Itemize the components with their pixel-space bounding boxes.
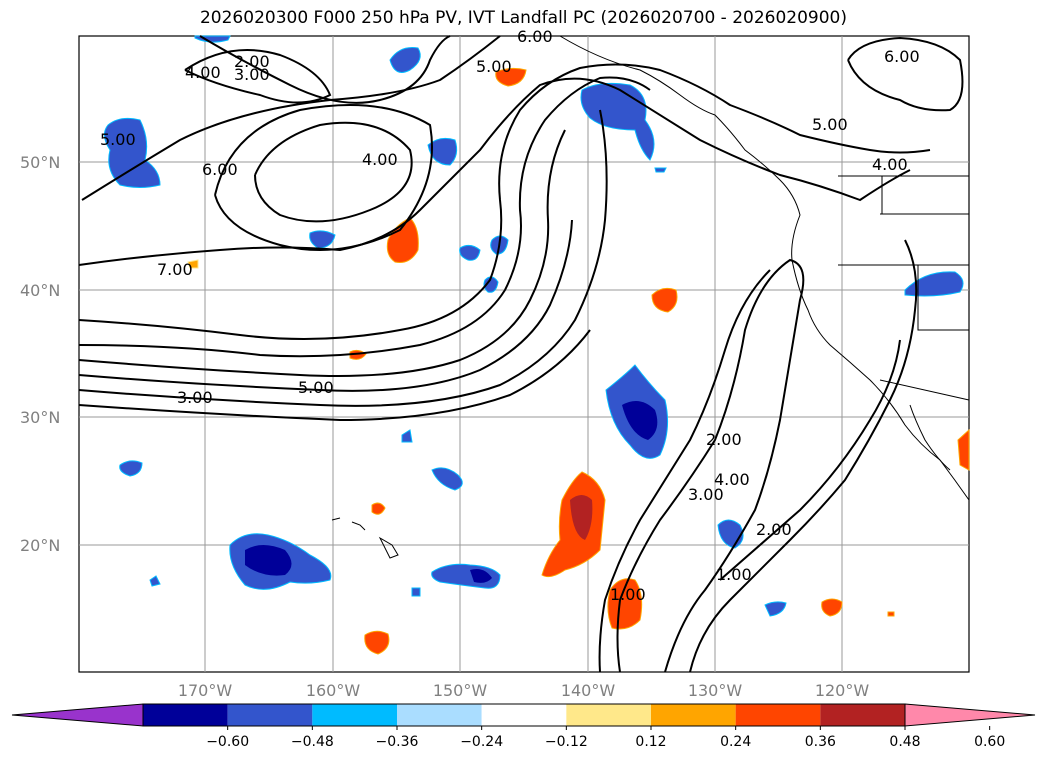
pos-anomaly-region: [651, 287, 678, 313]
neg-anomaly-region: [431, 467, 463, 491]
neg-anomaly-region: [104, 117, 161, 188]
neg-anomaly-region: [764, 601, 787, 617]
pos-anomaly-region: [607, 578, 643, 630]
map-frame: [78, 35, 970, 673]
contour-label: 7.00: [157, 260, 193, 279]
lon-label: 130°W: [688, 681, 743, 700]
colorbar-swatch: [566, 704, 651, 726]
colorbar: −0.60 −0.48 −0.36 −0.24 −0.12 0.12 0.24 0.36 0.4…: [11, 703, 1036, 750]
lat-label: 50°N: [20, 153, 60, 172]
colorbar-tick-label: −0.24: [460, 734, 503, 750]
colorbar-tick-label: −0.60: [206, 734, 249, 750]
pv-anomaly-fills: [104, 35, 970, 655]
pos-anomaly-region: [187, 259, 199, 269]
neg-anomaly-region: [654, 167, 667, 173]
colorbar-swatch: [312, 704, 397, 726]
lat-label: 20°N: [20, 536, 60, 555]
contour-label: 5.00: [476, 57, 512, 76]
colorbar-tick-label: 0.12: [635, 734, 666, 750]
colorbar-tick-label: −0.36: [376, 734, 419, 750]
neg-anomaly-strong: [622, 401, 658, 440]
contour-label: 3.00: [177, 388, 213, 407]
coastlines: [331, 35, 970, 559]
contour-label: 3.00: [234, 65, 270, 84]
pos-anomaly-region: [821, 598, 843, 617]
contour-label: 5.00: [100, 130, 136, 149]
colorbar-tick-label: 0.24: [720, 734, 751, 750]
pos-anomaly-region: [957, 428, 970, 471]
pos-anomaly-region: [364, 630, 390, 655]
colorbar-swatch: [820, 704, 905, 726]
contour-label: 5.00: [298, 378, 334, 397]
colorbar-swatch: [735, 704, 821, 726]
lon-label: 140°W: [561, 681, 616, 700]
lon-label: 120°W: [815, 681, 870, 700]
colorbar-extend-low: [11, 703, 144, 727]
neg-anomaly-region: [389, 47, 421, 73]
contour-label: 2.00: [234, 52, 270, 71]
contour-label: 6.00: [202, 160, 238, 179]
neg-anomaly-region: [904, 271, 964, 297]
ivt-contours: [78, 35, 964, 673]
lat-label: 30°N: [20, 408, 60, 427]
pos-anomaly-region: [495, 67, 527, 87]
contour-label: 4.00: [185, 63, 221, 82]
neg-anomaly-region: [309, 230, 336, 249]
neg-anomaly-region: [119, 460, 143, 477]
colorbar-swatch: [397, 704, 482, 726]
colorbar-swatch: [143, 704, 228, 726]
colorbar-outline: [142, 703, 906, 727]
contour-label: 6.00: [517, 27, 553, 46]
colorbar-tick-label: 0.48: [889, 734, 920, 750]
latitude-labels: 50°N 40°N 30°N 20°N: [20, 153, 60, 555]
contour-label: 5.00: [812, 115, 848, 134]
longitude-labels: 170°W 160°W 150°W 140°W 130°W 120°W: [178, 681, 870, 700]
contour-label: 4.00: [872, 155, 908, 174]
lon-label: 150°W: [433, 681, 488, 700]
colorbar-swatch: [227, 704, 313, 726]
neg-anomaly-strong: [470, 569, 492, 583]
pos-anomaly-strong: [570, 495, 593, 540]
contour-label: 4.00: [714, 470, 750, 489]
colorbar-extend-high: [904, 703, 1036, 727]
colorbar-tick-label: 0.36: [805, 734, 836, 750]
colorbar-tick-label: −0.12: [545, 734, 588, 750]
contour-label: 6.00: [884, 47, 920, 66]
map-title: 2026020300 F000 250 hPa PV, IVT Landfall…: [199, 8, 847, 28]
contour-label: 2.00: [706, 430, 742, 449]
colorbar-tick-label: −0.48: [291, 734, 334, 750]
contour-label: 2.00: [756, 520, 792, 539]
contour-labels: 2.00 3.00 4.00 5.00 6.00 5.00 6.00 5.00 …: [100, 27, 920, 604]
pos-anomaly-region: [887, 611, 895, 617]
contour-label: 4.00: [362, 150, 398, 169]
contour-label: 1.00: [610, 585, 646, 604]
graticule: [79, 36, 969, 672]
neg-anomaly-region: [149, 575, 161, 587]
neg-anomaly-region: [411, 587, 421, 597]
neg-anomaly-region: [401, 429, 413, 443]
pos-anomaly-region: [371, 502, 386, 515]
neg-anomaly-region: [459, 244, 481, 261]
lat-label: 40°N: [20, 281, 60, 300]
neg-anomaly-region: [580, 82, 655, 161]
lon-label: 160°W: [306, 681, 361, 700]
neg-anomaly-region: [427, 137, 458, 166]
contour-label: 3.00: [688, 485, 724, 504]
colorbar-tick-label: 0.60: [974, 734, 1005, 750]
colorbar-swatch: [481, 704, 567, 726]
colorbar-swatch: [651, 704, 736, 726]
neg-anomaly-strong: [245, 545, 292, 576]
lon-label: 170°W: [178, 681, 233, 700]
contour-label: 1.00: [716, 565, 752, 584]
